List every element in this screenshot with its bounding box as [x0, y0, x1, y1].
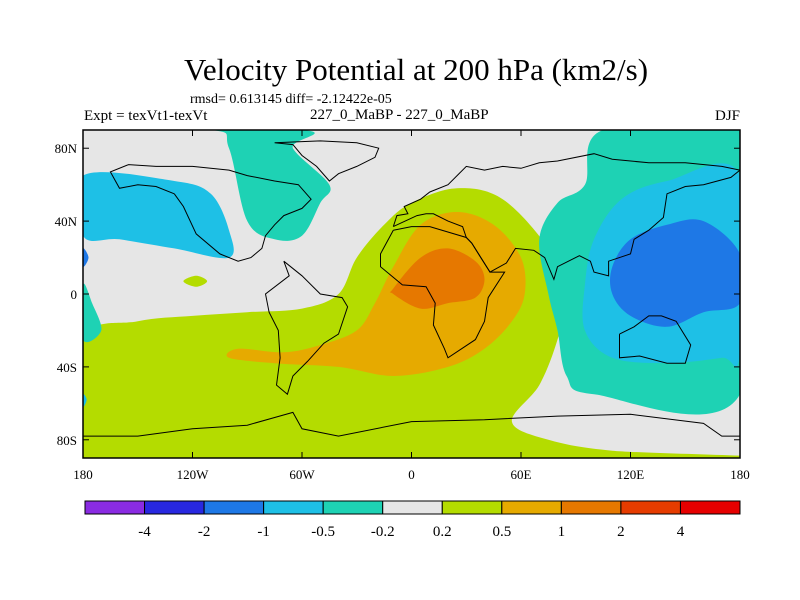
colorbar-box-6	[441, 500, 503, 515]
season-label: DJF	[714, 108, 740, 124]
colorbar-box-0	[84, 500, 146, 515]
stats-line: rmsd= 0.613145 diff= -2.12422e-05	[190, 92, 392, 107]
coastline-4	[392, 153, 740, 281]
colorbar-label-9: 4	[677, 524, 685, 540]
colorbar-box-7	[501, 500, 562, 515]
chart-title: Velocity Potential at 200 hPa (km2/s)	[183, 52, 649, 87]
contour-region-3	[389, 248, 485, 309]
colorbar-box-8	[560, 500, 622, 515]
colorbar-box-3	[263, 500, 324, 515]
x-tick-label-2: 60W	[289, 467, 315, 482]
colorbar: -4 -2 -1 -0.5 -0.2 0.2 0.5 1 2 4	[84, 500, 741, 540]
colorbar-label-8: 2	[617, 524, 625, 540]
colorbar-label-5: 0.2	[433, 524, 452, 540]
y-tick-label-2: 0	[71, 287, 78, 302]
coastline-6	[83, 411, 740, 437]
colorbar-label-1: -2	[198, 524, 211, 540]
x-tick-label-4: 60E	[511, 467, 532, 482]
colorbar-box-5	[382, 500, 443, 515]
coastline-5	[619, 315, 692, 364]
y-tick-label-3: 40S	[57, 360, 77, 375]
colorbar-label-4: -0.2	[371, 524, 395, 540]
contour-region-10	[609, 219, 740, 327]
x-tick-label-1: 120W	[177, 467, 210, 482]
contour-region-4	[83, 130, 331, 241]
colorbar-box-1	[144, 500, 205, 515]
x-tick-label-3: 0	[408, 467, 415, 482]
axis-ticks: 180 120W 60W 0 60E 120E 180 80N 40N 0 40S 80S	[55, 130, 750, 482]
experiment-label: Expt = texVt1-texVt	[84, 108, 208, 124]
coastline-0	[274, 140, 380, 182]
colorbar-box-4	[322, 500, 384, 515]
contour-region-5	[83, 283, 102, 343]
colorbar-box-10	[679, 500, 741, 515]
contour-region-9	[83, 394, 87, 408]
colorbar-label-0: -4	[138, 524, 151, 540]
colorbar-label-3: -0.5	[311, 524, 335, 540]
coastlines	[83, 140, 740, 437]
y-tick-label-0: 80N	[55, 141, 78, 156]
colorbar-label-6: 0.5	[492, 524, 511, 540]
case-label: 227_0_MaBP - 227_0_MaBP	[310, 107, 489, 123]
y-tick-label-1: 40N	[55, 214, 78, 229]
contour-region-7	[83, 172, 234, 259]
colorbar-label-7: 1	[558, 524, 566, 540]
contour-fills	[83, 130, 740, 458]
x-tick-label-5: 120E	[617, 467, 645, 482]
contour-region-1	[183, 275, 208, 287]
colorbar-box-2	[203, 500, 265, 515]
colorbar-box-9	[620, 500, 681, 515]
coastline-2	[109, 164, 312, 262]
coastline-1	[264, 260, 349, 396]
x-tick-label-0: 180	[73, 467, 93, 482]
y-tick-label-4: 80S	[57, 433, 77, 448]
colorbar-label-2: -1	[257, 524, 270, 540]
contour-region-11	[83, 248, 89, 267]
x-tick-label-6: 180	[730, 467, 750, 482]
